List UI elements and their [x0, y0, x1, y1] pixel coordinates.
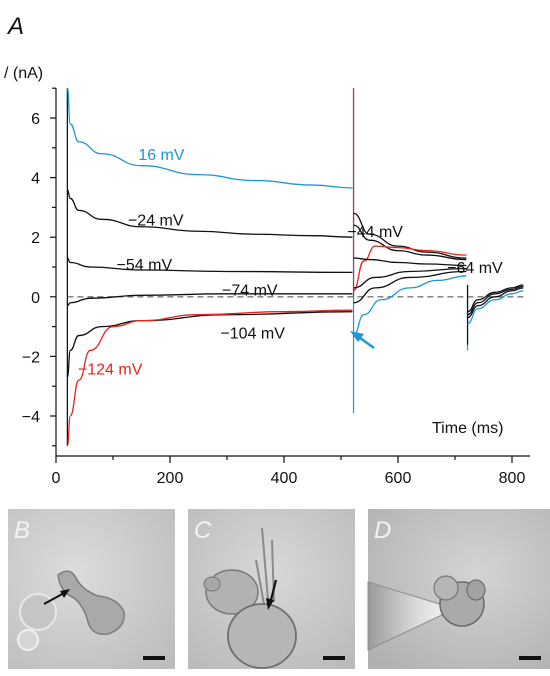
trace-label: −124 mV: [78, 361, 143, 378]
x-ticks: 0 200 400 600 800: [52, 456, 526, 487]
y-tick-label: −4: [22, 409, 40, 426]
trace-label: −64 mV: [447, 260, 503, 277]
trace-label: −104 mV: [220, 326, 285, 343]
trace-label: −24 mV: [128, 212, 184, 229]
scale-bar: [323, 656, 345, 660]
x-tick-label: 400: [271, 470, 298, 487]
series-line: [67, 258, 352, 272]
x-tick-label: 0: [52, 470, 61, 487]
y-tick-label: 0: [31, 290, 40, 307]
x-tick-label: 200: [157, 470, 184, 487]
photo-b-label: B: [14, 517, 30, 544]
series-line: [67, 88, 352, 188]
photo-panel-b: B: [8, 509, 175, 669]
trace-label: −44 mV: [347, 224, 403, 241]
x-tick-label: 800: [499, 470, 526, 487]
y-tick-label: 2: [31, 230, 40, 247]
y-ticks: −4 −2 0 2 4 6: [22, 88, 56, 446]
photo-d-label: D: [374, 517, 391, 544]
x-tick-label: 600: [385, 470, 412, 487]
y-axis-label: / (nA): [4, 65, 43, 82]
scale-bar: [143, 656, 165, 660]
panel-a-label: A: [6, 13, 24, 40]
trace-annotations: 16 mV −24 mV −54 mV −74 mV −104 mV −124 mV −44…: [78, 147, 503, 379]
y-tick-label: 4: [31, 171, 40, 188]
y-tick-label: −2: [22, 349, 40, 366]
y-tick-label: 6: [31, 111, 40, 128]
photo-panel-c: C: [188, 509, 355, 669]
tail-current-line: [354, 276, 467, 336]
photo-panel-d: D: [368, 509, 550, 669]
trace-label: 16 mV: [138, 147, 185, 164]
scale-bar: [519, 656, 541, 660]
trace-label: −54 mV: [117, 257, 173, 274]
x-axis-label: Time (ms): [432, 420, 503, 437]
series-line: [67, 190, 352, 238]
trace-label: −74 mV: [222, 282, 278, 299]
photo-c-label: C: [194, 517, 212, 544]
series-line: [67, 294, 352, 306]
